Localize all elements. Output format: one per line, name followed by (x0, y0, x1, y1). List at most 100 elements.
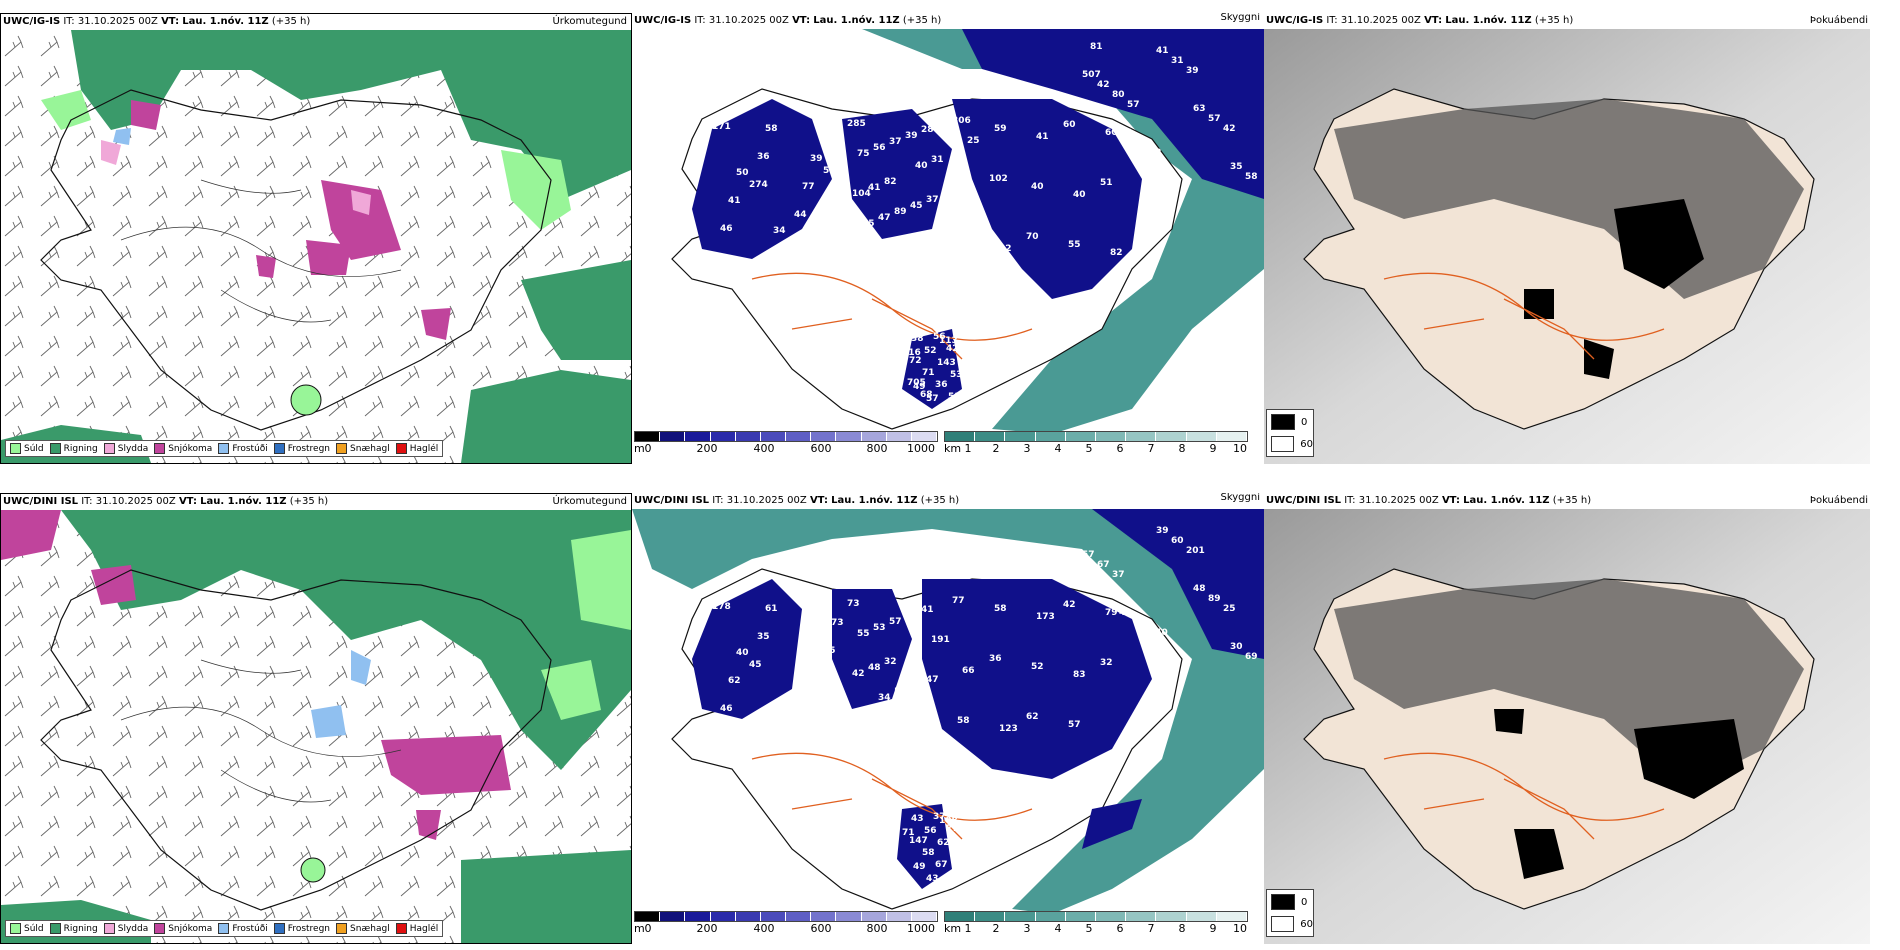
cloud-base-value: 140 (1149, 628, 1168, 638)
cloud-base-value: 102 (989, 174, 1008, 184)
legend-item: Frostúði (218, 923, 268, 934)
cloud-base-value: 75 (857, 149, 870, 159)
legend-item: Frostúði (218, 443, 268, 454)
colorbar-segment (1065, 912, 1097, 921)
legend-item: Haglél (395, 923, 439, 934)
cloud-base-value: 57 (926, 394, 939, 404)
it-label: IT: (1326, 15, 1338, 26)
cloud-base-value: 67 (1097, 560, 1110, 570)
height-tick: 400 (753, 922, 775, 935)
cloud-base-value: 46 (847, 212, 860, 222)
vis-tick: 1 (964, 442, 972, 455)
visibility-unit: km (944, 442, 962, 455)
precip-map[interactable] (1, 30, 631, 463)
legend-item: Rigning (49, 923, 98, 934)
colorbar-segment (836, 912, 862, 921)
panel-header: UWC/IG-IS IT: 31.10.2025 00Z VT: Lau. 1.… (1, 14, 631, 30)
cloud-base-value: 66 (962, 666, 975, 676)
colorbar-segment (1065, 432, 1097, 441)
height-colorbar: m 0 200 400 600 800 1000 (634, 911, 938, 936)
cloud-base-value: 69 (839, 240, 852, 250)
height-tick: 600 (810, 922, 832, 935)
fog-map[interactable] (1264, 509, 1870, 944)
snow-area (1, 510, 61, 560)
cloud-base-value: 54 (839, 720, 852, 730)
snow-area (91, 565, 511, 840)
fog-legend: 0 60 (1266, 409, 1314, 457)
precip-type-panel-bottom: UWC/DINI ISL IT: 31.10.2025 00Z VT: Lau.… (0, 493, 632, 944)
cloud-base-value: 82 (1110, 248, 1123, 258)
panel-title: Úrkomutegund (552, 16, 627, 27)
cloud-base-value: 40 (736, 648, 749, 658)
colorbar-segment (635, 432, 661, 441)
cloud-base-value: 71 (922, 368, 935, 378)
cloud-base-value: 68 (920, 390, 933, 400)
cloud-base-area (952, 99, 1142, 299)
vis-tick: 6 (1116, 442, 1124, 455)
lead-time: (+35 h) (1534, 15, 1574, 26)
cloud-base-value: 57 (1208, 114, 1221, 124)
fog-swatch-dark (1271, 894, 1295, 910)
fog-legend: 0 60 (1266, 889, 1314, 937)
fog-legend-row: 0 (1267, 412, 1313, 432)
cloud-base-value: 44 (794, 210, 807, 220)
height-colorbar-labels: m 0 200 400 600 800 1000 (634, 442, 938, 456)
cloud-base-value: 37 (926, 195, 939, 205)
vt-value: Lau. 1.nóv. 11Z (200, 496, 287, 507)
cloud-base-value: 36 (757, 152, 770, 162)
fog-swatch-dark (1271, 414, 1295, 430)
cloud-base-value: 40 (1073, 190, 1086, 200)
cloud-base-value: 92 (999, 244, 1012, 254)
cloud-base-value: 57 (823, 166, 836, 176)
legend-label: Haglél (409, 443, 439, 454)
cloud-base-value: 30 (1230, 642, 1243, 652)
legend-swatch (10, 923, 21, 934)
cloud-base-value: 42 (946, 344, 959, 354)
cloud-base-value: 35 (1230, 162, 1243, 172)
cloud-base-value: 48 (1193, 584, 1206, 594)
cloud-map[interactable]: 178 73 77 71 57 45 32 36 108 44 35 41 62 43 39 15 48 42 49… (632, 509, 1264, 914)
vis-tick: 6 (1116, 922, 1124, 935)
cloud-base-value: 32 (884, 657, 897, 667)
cloud-base-value: 37 (933, 812, 946, 822)
cloud-base-value: 52 (924, 346, 937, 356)
colorbar-segment (945, 432, 976, 441)
cloud-base-value: 53 (873, 623, 886, 633)
legend-swatch (336, 923, 348, 934)
cloud-base-value: 58 (765, 124, 778, 134)
height-tick: 800 (866, 442, 888, 455)
cloud-base-value: 29 (773, 706, 786, 716)
cloud-base-value: 61 (765, 604, 778, 614)
cloud-map[interactable]: 171 285 306 216 507 274 82 102 113 86 41 28 70 57 41 57… (632, 29, 1264, 434)
cloud-base-value: 28 (921, 125, 934, 135)
model-name: UWC/IG-IS (3, 16, 61, 27)
cloud-base-value: 45 (910, 201, 923, 211)
height-colorbar-scale (634, 911, 938, 922)
drizzle-area (541, 530, 631, 720)
cloud-base-value: 57 (889, 617, 902, 627)
cloud-base-value: 42 (1149, 148, 1162, 158)
precip-map[interactable] (1, 510, 631, 943)
colorbar-segment (1005, 912, 1036, 921)
legend-swatch (154, 443, 166, 454)
fog-legend-row: 0 (1267, 892, 1313, 912)
cloud-base-value: 51 (948, 392, 961, 402)
terrain-contour (120, 659, 402, 803)
colorbar-segment (1005, 432, 1036, 441)
cloud-base-value: 79 (1105, 608, 1118, 618)
cloud-base-value: 41 (868, 183, 881, 193)
fog-map[interactable] (1264, 29, 1870, 464)
cloud-base-value: 15 (823, 646, 836, 656)
cloud-base-value: 59 (994, 124, 1007, 134)
cloud-base-value: 77 (802, 182, 815, 192)
cloud-base-value: 73 (831, 618, 844, 628)
cloud-base-value: 104 (852, 189, 871, 199)
vt-value: Lau. 1.nóv. 11Z (813, 15, 900, 26)
model-name: UWC/IG-IS (1266, 15, 1324, 26)
height-tick: 0 (644, 442, 652, 455)
fog-swatch-light (1271, 436, 1295, 452)
colorbar-segment (1186, 432, 1217, 441)
colorbar-segment (786, 432, 812, 441)
legend-label: Haglél (409, 923, 439, 934)
lead-time: (+35 h) (289, 496, 329, 507)
